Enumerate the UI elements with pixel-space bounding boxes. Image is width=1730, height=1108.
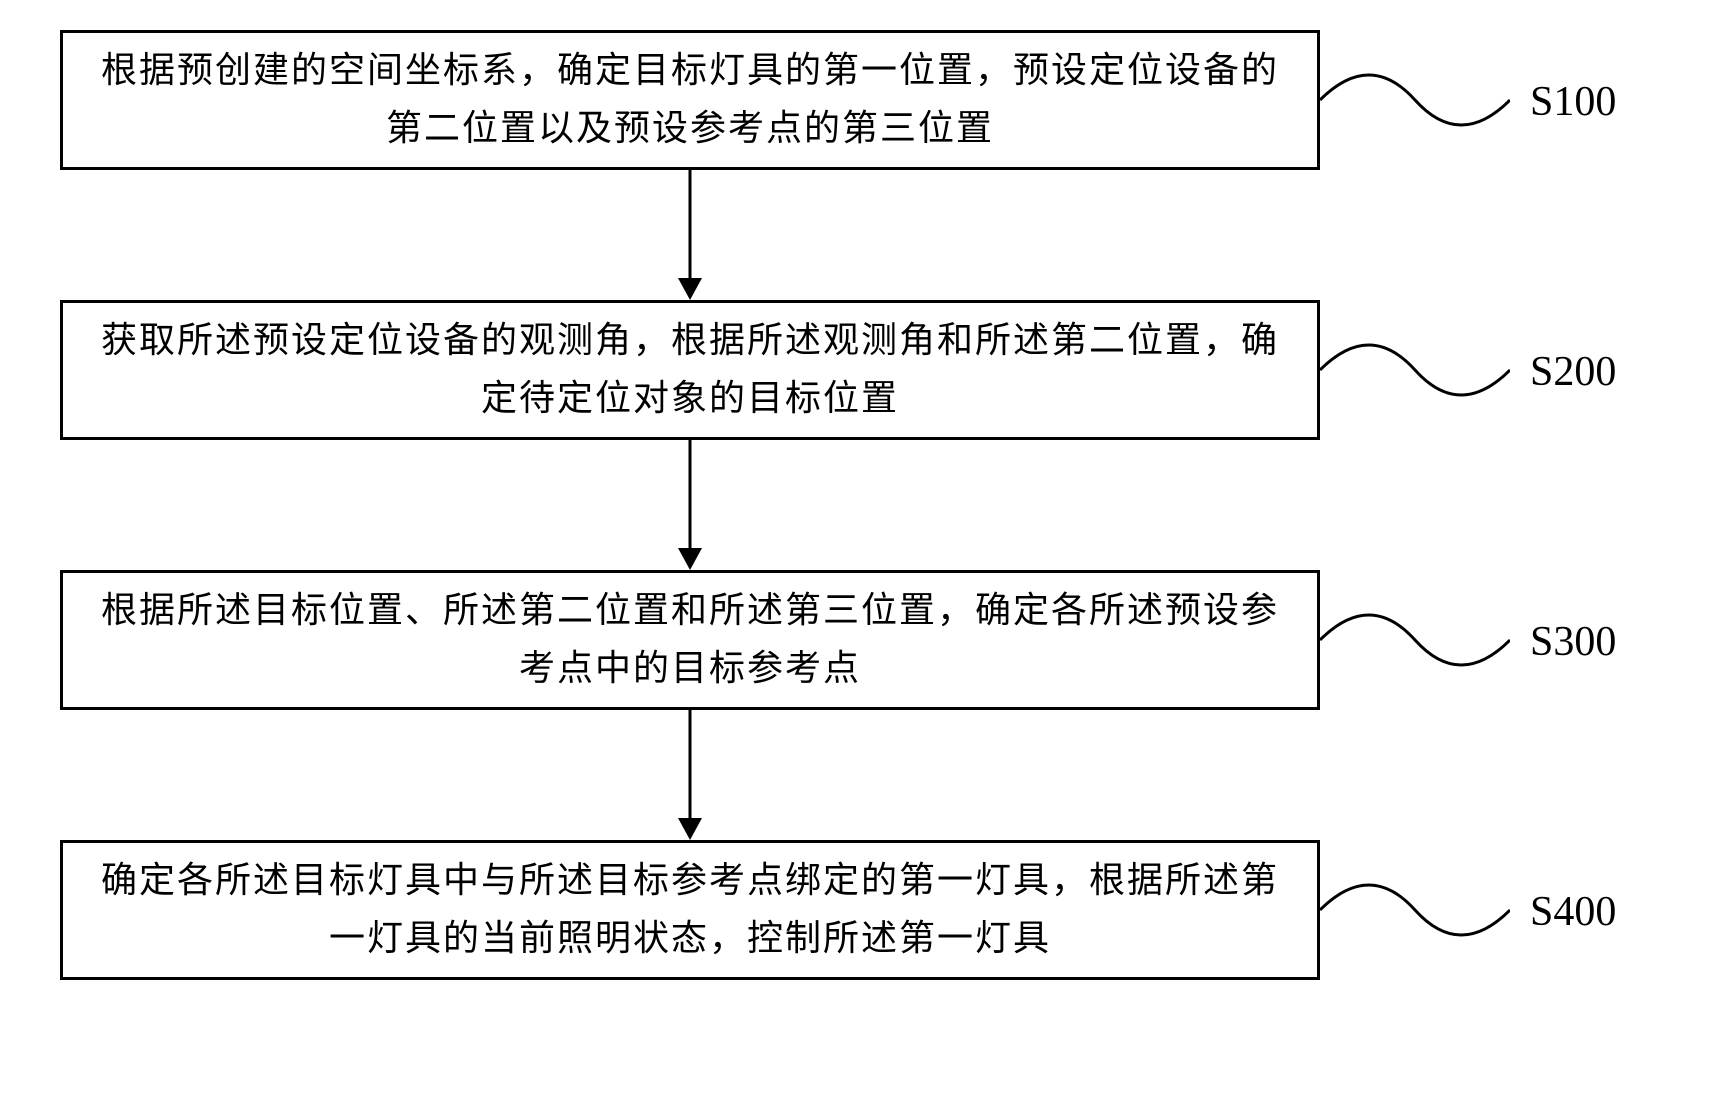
step-text-s300: 根据所述目标位置、所述第二位置和所述第三位置，确定各所述预设参考点中的目标参考点 (93, 582, 1287, 697)
step-label-s200: S200 (1530, 348, 1616, 396)
step-label-s300: S300 (1530, 618, 1616, 666)
connector-s400 (1320, 870, 1510, 950)
arrow-2 (670, 440, 710, 570)
step-label-s100: S100 (1530, 78, 1616, 126)
connector-s300 (1320, 600, 1510, 680)
step-text-s100: 根据预创建的空间坐标系，确定目标灯具的第一位置，预设定位设备的第二位置以及预设参… (93, 42, 1287, 157)
step-box-s300: 根据所述目标位置、所述第二位置和所述第三位置，确定各所述预设参考点中的目标参考点 (60, 570, 1320, 710)
step-text-s400: 确定各所述目标灯具中与所述目标参考点绑定的第一灯具，根据所述第一灯具的当前照明状… (93, 852, 1287, 967)
arrow-3 (670, 710, 710, 840)
step-text-s200: 获取所述预设定位设备的观测角，根据所述观测角和所述第二位置，确定待定位对象的目标… (93, 312, 1287, 427)
step-box-s100: 根据预创建的空间坐标系，确定目标灯具的第一位置，预设定位设备的第二位置以及预设参… (60, 30, 1320, 170)
step-box-s200: 获取所述预设定位设备的观测角，根据所述观测角和所述第二位置，确定待定位对象的目标… (60, 300, 1320, 440)
step-label-s400: S400 (1530, 888, 1616, 936)
step-box-s400: 确定各所述目标灯具中与所述目标参考点绑定的第一灯具，根据所述第一灯具的当前照明状… (60, 840, 1320, 980)
connector-s100 (1320, 60, 1510, 140)
arrow-1 (670, 170, 710, 300)
connector-s200 (1320, 330, 1510, 410)
flowchart-container: 根据预创建的空间坐标系，确定目标灯具的第一位置，预设定位设备的第二位置以及预设参… (0, 0, 1730, 1108)
